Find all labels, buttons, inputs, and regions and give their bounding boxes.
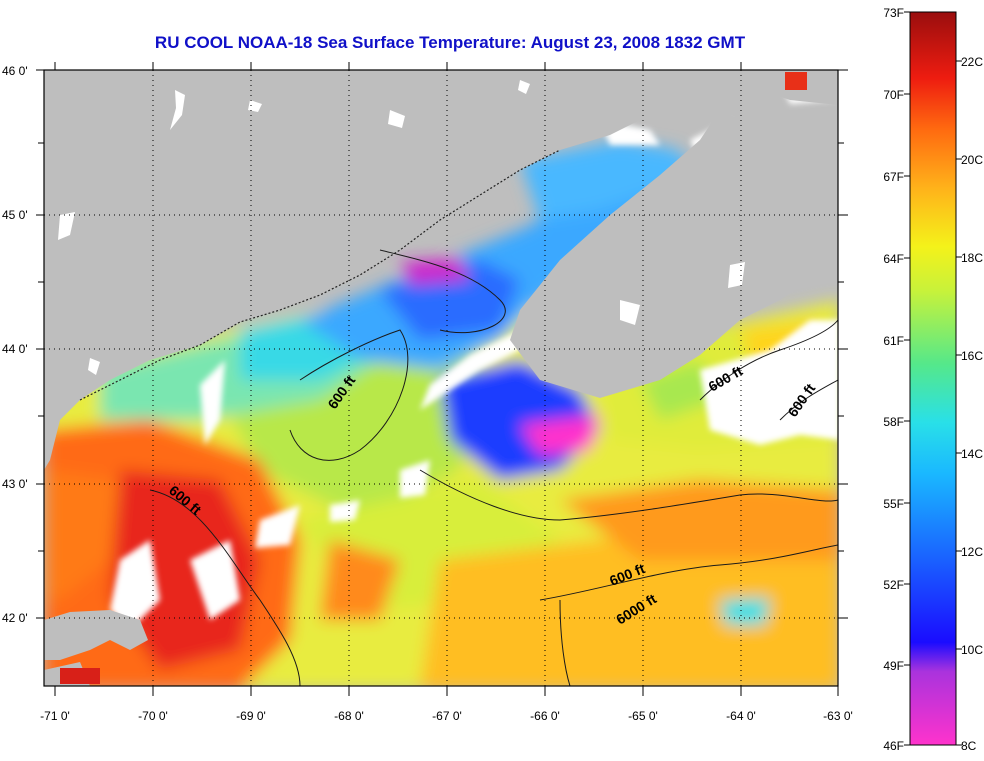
colorbar-c-label: 16C: [961, 349, 983, 363]
lon-label: -68 0': [334, 709, 364, 723]
lon-label: -70 0': [138, 709, 168, 723]
colorbar-c-label: 20C: [961, 153, 983, 167]
lon-label: -65 0': [628, 709, 658, 723]
colorbar-f-label: 70F: [883, 88, 904, 102]
depth-contours: [149, 249, 838, 686]
lon-label: -64 0': [726, 709, 756, 723]
colorbar-f-label: 64F: [883, 252, 904, 266]
lon-label: -63 0': [823, 709, 853, 723]
colorbar-f-label: 67F: [883, 170, 904, 184]
lat-label: 45 0': [2, 208, 28, 222]
colorbar-f-label: 55F: [883, 497, 904, 511]
sst-image: [44, 70, 838, 686]
colorbar-gradient: [909, 11, 957, 746]
colorbar-f-label: 49F: [883, 659, 904, 673]
lat-label: 43 0': [2, 477, 28, 491]
lon-label: -69 0': [236, 709, 266, 723]
colorbar-f-label: 61F: [883, 334, 904, 348]
temperature-field: [44, 140, 838, 686]
colorbar-ticks: [904, 11, 962, 746]
lat-label: 42 0': [2, 611, 28, 625]
colorbar-c-label: 22C: [961, 55, 983, 69]
colorbar-f-label: 58F: [883, 415, 904, 429]
colorbar-c-label: 8C: [961, 739, 977, 753]
tick-marks: [36, 62, 848, 696]
colorbar-c-label: 10C: [961, 643, 983, 657]
longitude-labels: -71 0' -70 0' -69 0' -68 0' -67 0' -66 0…: [40, 709, 853, 723]
lat-label: 44 0': [2, 342, 28, 356]
colorbar-f-label: 52F: [883, 578, 904, 592]
colorbar-c-label: 12C: [961, 545, 983, 559]
latitude-labels: 46 0' 45 0' 44 0' 43 0' 42 0': [2, 64, 28, 625]
map-frame: [43, 69, 839, 687]
lat-label: 46 0': [2, 64, 28, 78]
lakes: [58, 80, 745, 375]
map-title: RU COOL NOAA-18 Sea Surface Temperature:…: [154, 33, 746, 52]
colorbar: 73F 70F 67F 64F 61F 58F 55F 52F 49F 46F …: [883, 6, 983, 753]
colorbar-c-label: 18C: [961, 251, 983, 265]
colorbar-f-label: 73F: [883, 6, 904, 20]
lon-label: -67 0': [432, 709, 462, 723]
lon-label: -66 0': [530, 709, 560, 723]
colorbar-c-label: 14C: [961, 447, 983, 461]
lon-label: -71 0': [40, 709, 70, 723]
colorbar-f-label: 46F: [883, 739, 904, 753]
